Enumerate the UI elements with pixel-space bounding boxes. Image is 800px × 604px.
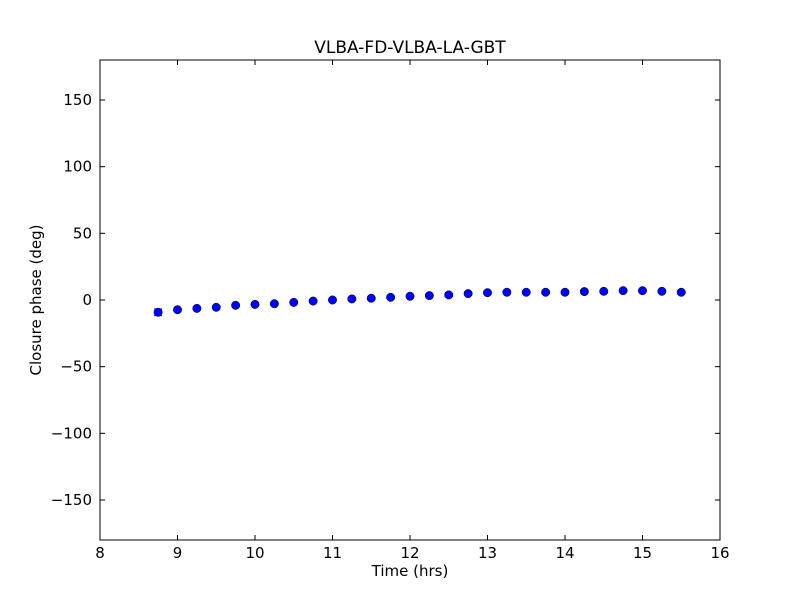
data-point: [347, 294, 357, 304]
x-tick-label: 9: [173, 544, 183, 562]
data-point: [560, 287, 570, 297]
data-point: [676, 287, 686, 297]
data-point: [405, 291, 415, 301]
y-axis-ticks: −150 −100 −50 0 50 100 150: [51, 91, 720, 509]
data-point: [269, 299, 279, 309]
y-tick-label: −150: [51, 491, 92, 509]
data-point: [328, 295, 337, 305]
y-tick-label: 50: [73, 224, 92, 242]
data-point: [424, 291, 434, 301]
data-point: [579, 287, 589, 297]
y-tick-label: −50: [60, 358, 92, 376]
y-tick-label: 0: [82, 291, 92, 309]
y-tick-label: 100: [63, 158, 92, 176]
y-tick-label: −100: [51, 424, 92, 442]
x-tick-label: 8: [95, 544, 105, 562]
data-point: [173, 305, 182, 315]
x-tick-label: 15: [633, 544, 652, 562]
data-point: [366, 293, 376, 303]
data-point: [463, 289, 473, 299]
x-axis-label: Time (hrs): [371, 562, 449, 580]
data-point: [308, 296, 318, 306]
x-tick-label: 12: [400, 544, 419, 562]
data-point: [502, 287, 512, 297]
data-point: [618, 286, 628, 296]
chart-title: VLBA-FD-VLBA-LA-GBT: [314, 38, 506, 58]
data-point: [289, 297, 299, 307]
x-axis-ticks: 8 9 10 11 12 13 14 15 16: [95, 60, 730, 562]
data-point: [386, 292, 396, 302]
data-point: [541, 287, 551, 297]
data-point: [231, 300, 241, 310]
data-point: [211, 302, 221, 312]
x-tick-label: 11: [323, 544, 342, 562]
x-tick-label: 16: [710, 544, 729, 562]
x-tick-label: 13: [478, 544, 497, 562]
x-tick-label: 14: [555, 544, 574, 562]
data-points: [153, 286, 686, 317]
data-point: [483, 288, 492, 298]
data-point: [521, 287, 531, 297]
data-point: [657, 286, 667, 296]
data-point: [444, 290, 454, 300]
data-point: [250, 299, 260, 309]
y-tick-label: 150: [63, 91, 92, 109]
x-tick-label: 10: [245, 544, 264, 562]
data-point: [153, 307, 163, 317]
data-point: [599, 286, 609, 296]
y-axis-label: Closure phase (deg): [27, 225, 45, 376]
data-point: [638, 286, 647, 296]
data-point: [192, 303, 202, 313]
